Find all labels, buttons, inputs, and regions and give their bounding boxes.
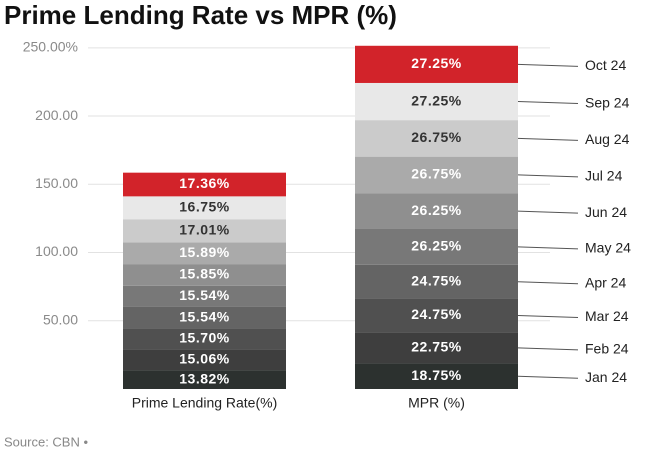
legend-label: Jun 24	[585, 204, 627, 220]
bar-segment	[355, 228, 518, 265]
bar-segment	[355, 156, 518, 194]
bar-segment	[355, 45, 518, 83]
data-label: 15.85%	[179, 266, 230, 282]
bar-segment	[355, 363, 518, 389]
data-label: 15.89%	[179, 244, 230, 260]
legend-label: Mar 24	[585, 308, 629, 324]
legend-leader	[517, 63, 579, 67]
data-label: 26.25%	[411, 202, 462, 218]
data-label: 17.01%	[179, 222, 230, 238]
bar-segment	[123, 264, 286, 286]
legend-leader	[517, 210, 579, 214]
data-label: 15.70%	[179, 330, 230, 346]
data-label: 26.75%	[411, 129, 462, 145]
legend-leader	[517, 174, 579, 178]
legend-leader	[517, 246, 579, 250]
legend-leader	[517, 347, 579, 351]
legend-label: Aug 24	[585, 131, 630, 147]
bar-segment	[355, 193, 518, 229]
chart-title: Prime Lending Rate vs MPR (%)	[4, 0, 397, 30]
bar-segment	[123, 242, 286, 265]
legend-label: Apr 24	[585, 274, 626, 290]
data-label: 24.75%	[411, 272, 462, 288]
data-label: 26.25%	[411, 238, 462, 254]
y-tick-label: 200.00	[35, 107, 78, 123]
bar-segment	[355, 264, 518, 299]
bar-segment	[123, 196, 286, 220]
legend-leader	[517, 101, 579, 105]
data-label: 16.75%	[179, 198, 230, 214]
bar-segment	[123, 172, 286, 197]
bar-segment	[123, 328, 286, 350]
data-label: 15.06%	[179, 351, 230, 367]
bar-segment	[355, 82, 518, 121]
legend-label: Sep 24	[585, 94, 630, 110]
data-label: 26.75%	[411, 166, 462, 182]
data-label: 27.25%	[411, 92, 462, 108]
data-label: 13.82%	[179, 370, 230, 386]
data-label: 15.54%	[179, 287, 230, 303]
legend-label: May 24	[585, 240, 631, 256]
data-label: 24.75%	[411, 306, 462, 322]
legend-label: Jul 24	[585, 168, 623, 184]
legend-label: Oct 24	[585, 57, 626, 73]
y-tick-label: 150.00	[35, 175, 78, 191]
y-tick-label: 50.00	[43, 311, 78, 327]
x-tick-label: MPR (%)	[408, 395, 465, 411]
source: Source: CBN •	[4, 434, 88, 449]
data-label: 27.25%	[411, 55, 462, 71]
data-label: 22.75%	[411, 339, 462, 355]
legend-leader	[517, 375, 579, 379]
legend-leader	[517, 281, 579, 285]
bar-segment	[123, 349, 286, 371]
data-label: 18.75%	[411, 367, 462, 383]
legend-leader	[517, 314, 579, 318]
y-tick-label: 100.00	[35, 243, 78, 259]
bar-segment	[123, 219, 286, 243]
bar-segment	[123, 306, 286, 329]
legend-label: Jan 24	[585, 369, 627, 385]
bar-segment	[355, 298, 518, 333]
bar-segment	[123, 370, 286, 389]
data-label: 15.54%	[179, 308, 230, 324]
legend-label: Feb 24	[585, 341, 629, 357]
bar-segment	[355, 120, 518, 157]
x-tick-label: Prime Lending Rate(%)	[132, 395, 278, 411]
bar-segment	[123, 285, 286, 307]
bar-segment	[355, 332, 518, 364]
data-label: 17.36%	[179, 175, 230, 191]
y-tick-label: 250.00%	[23, 39, 78, 55]
legend-leader	[517, 137, 579, 141]
